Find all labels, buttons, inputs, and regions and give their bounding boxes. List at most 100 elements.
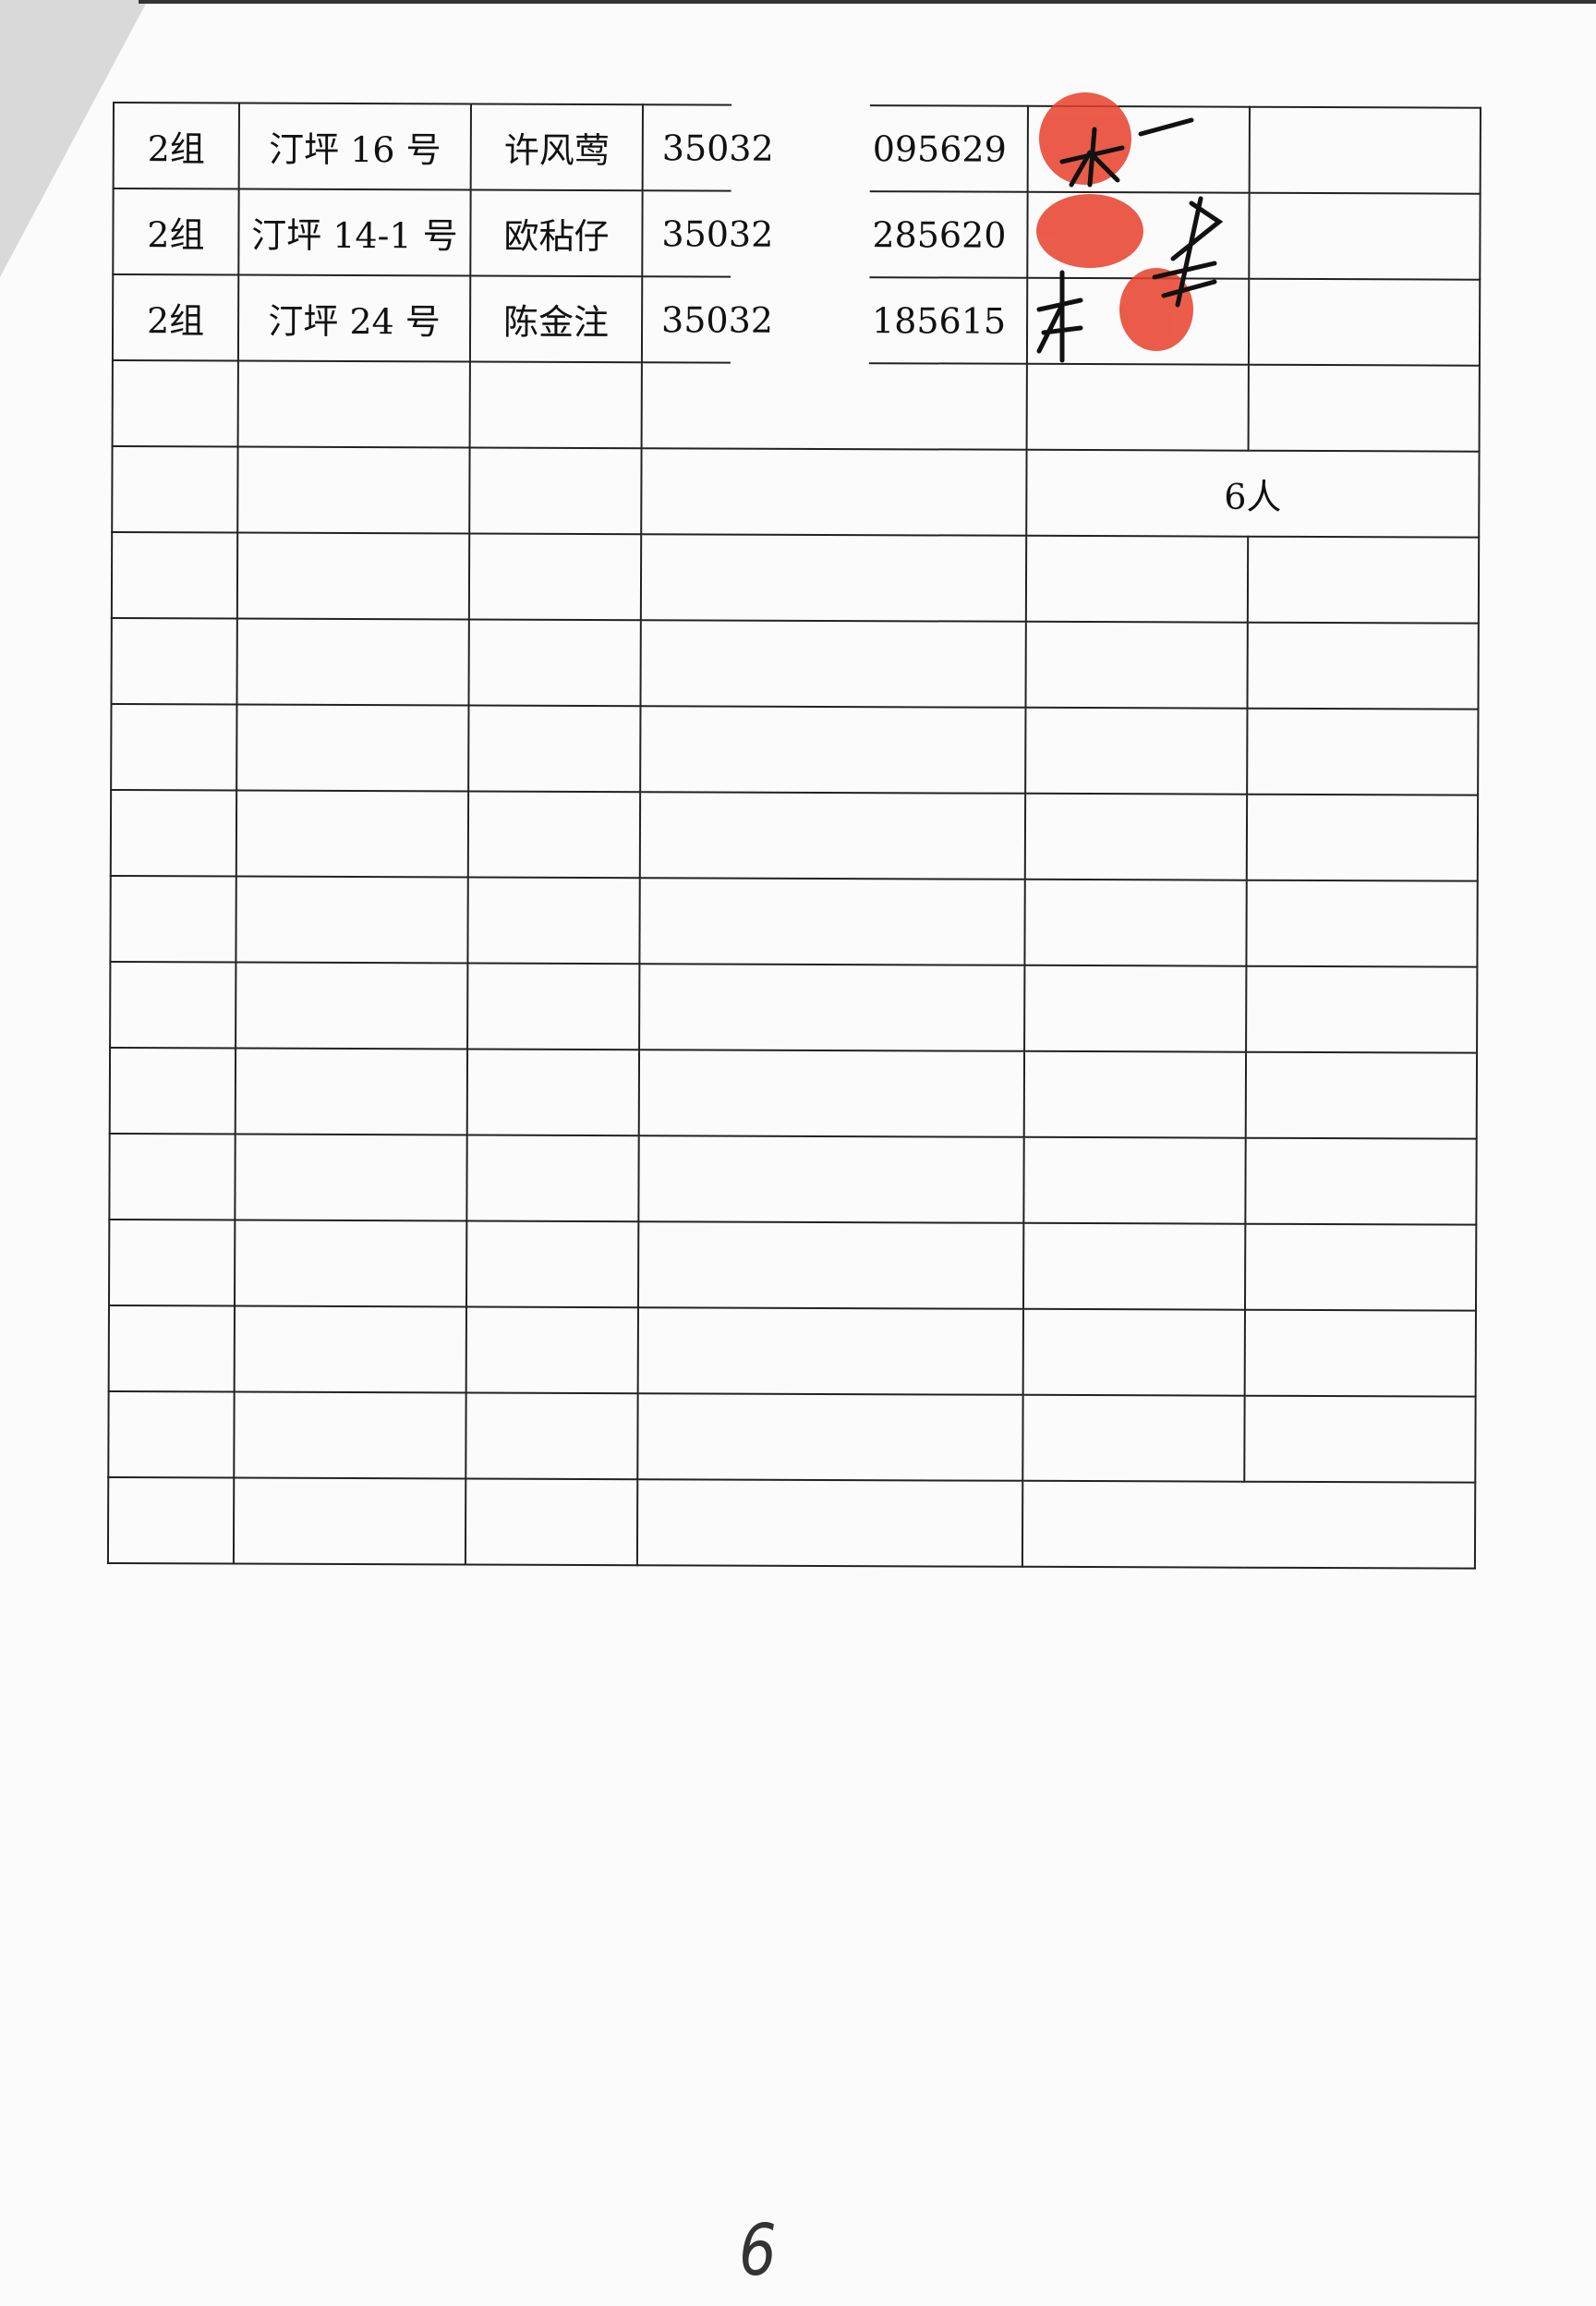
id-number-cell: 35032 285620 (642, 188, 1028, 280)
empty-cell (234, 1220, 467, 1307)
empty-cell (1246, 794, 1479, 881)
empty-cell (466, 1135, 639, 1222)
empty-cell (467, 877, 640, 965)
empty-cell (466, 1049, 640, 1136)
signature-cell: 本 (1027, 191, 1250, 279)
empty-cell (466, 1392, 638, 1480)
empty-cell (640, 534, 1027, 622)
empty-cell (108, 1390, 235, 1478)
address-cell: 汀坪 16 号 (238, 103, 471, 190)
id-suffix: 285620 (872, 213, 1007, 256)
empty-cell (234, 1391, 466, 1479)
empty-cell (637, 1393, 1023, 1481)
empty-cell (469, 361, 642, 449)
empty-cell (636, 1479, 1023, 1567)
group-cell: 2组 (113, 188, 239, 275)
empty-cell (235, 1048, 468, 1135)
empty-cell (638, 1135, 1024, 1223)
name-cell: 欧秥仔 (470, 189, 643, 277)
empty-cell (236, 704, 469, 792)
table-row: 6人 (112, 446, 1480, 538)
empty-cell (1245, 1051, 1478, 1139)
empty-cell (112, 446, 238, 533)
empty-cell (467, 791, 641, 879)
empty-cell (111, 532, 238, 619)
empty-cell (466, 1220, 639, 1308)
empty-cell (465, 1478, 638, 1566)
id-number-cell: 35032 185615 (641, 274, 1028, 366)
empty-cell (109, 1047, 236, 1135)
table-row (111, 532, 1480, 624)
empty-cell (1244, 1395, 1476, 1483)
empty-cell (638, 1050, 1025, 1137)
table-row (109, 1047, 1478, 1139)
id-number-cell: 35032 095629 (642, 103, 1028, 194)
page-corner-shadow (0, 0, 148, 277)
address-cell: 汀坪 14-1 号 (238, 188, 471, 276)
empty-cell (1247, 708, 1479, 795)
table-row (112, 360, 1480, 452)
table-row (110, 961, 1478, 1053)
empty-cell (236, 962, 468, 1050)
address-cell: 汀坪 24 号 (237, 274, 471, 362)
id-prefix: 35032 (661, 127, 774, 169)
empty-cell (1024, 965, 1247, 1052)
empty-cell (1026, 363, 1249, 451)
table-row (108, 1390, 1476, 1483)
empty-cell (639, 878, 1025, 965)
empty-cell (236, 876, 468, 964)
signature-cell: 一本 (1027, 105, 1250, 193)
empty-cell (1022, 1308, 1245, 1396)
group-cell: 2组 (113, 103, 239, 189)
empty-cell (1023, 1136, 1246, 1224)
empty-cell (111, 703, 237, 791)
empty-cell (1024, 879, 1247, 966)
empty-cell (1245, 1137, 1477, 1225)
empty-cell (234, 1305, 466, 1393)
table-row (111, 703, 1479, 795)
empty-cell (1244, 1309, 1476, 1397)
empty-cell (108, 1219, 236, 1306)
name-cell: 许风莺 (470, 103, 643, 191)
empty-cell (1246, 880, 1478, 967)
empty-cell (640, 706, 1026, 794)
remark-cell (1249, 192, 1481, 280)
empty-cell (1244, 1223, 1477, 1311)
empty-cell (1248, 364, 1480, 452)
empty-cell (110, 789, 237, 877)
remark-cell (1248, 278, 1481, 366)
name-cell: 陈金注 (469, 275, 643, 363)
id-prefix: 35032 (661, 212, 774, 255)
empty-cell (640, 620, 1026, 708)
empty-cell (112, 360, 238, 447)
page-number: 6 (739, 2210, 777, 2293)
empty-cell (1022, 1394, 1245, 1482)
empty-cell (468, 619, 641, 707)
empty-cell (639, 964, 1025, 1051)
empty-cell (236, 532, 470, 620)
empty-cell (467, 963, 640, 1050)
table-row (110, 789, 1479, 881)
table-row (109, 1133, 1477, 1225)
empty-cell (1247, 536, 1480, 624)
table-row (110, 875, 1478, 967)
table-row (108, 1305, 1476, 1397)
empty-cell (235, 1134, 467, 1221)
table-row (107, 1476, 1476, 1569)
id-suffix: 185615 (871, 299, 1007, 342)
empty-cell (107, 1476, 235, 1564)
empty-cell (1247, 622, 1479, 710)
empty-cell (468, 533, 642, 621)
empty-cell (110, 961, 236, 1049)
empty-cell (1022, 1480, 1476, 1569)
empty-cell (110, 875, 236, 963)
empty-cell (1025, 707, 1248, 795)
empty-cell (1022, 1222, 1246, 1310)
empty-cell (1025, 621, 1248, 709)
empty-cell (637, 1307, 1023, 1395)
empty-cell (236, 618, 469, 706)
signature-cell: 本 (1026, 277, 1250, 365)
